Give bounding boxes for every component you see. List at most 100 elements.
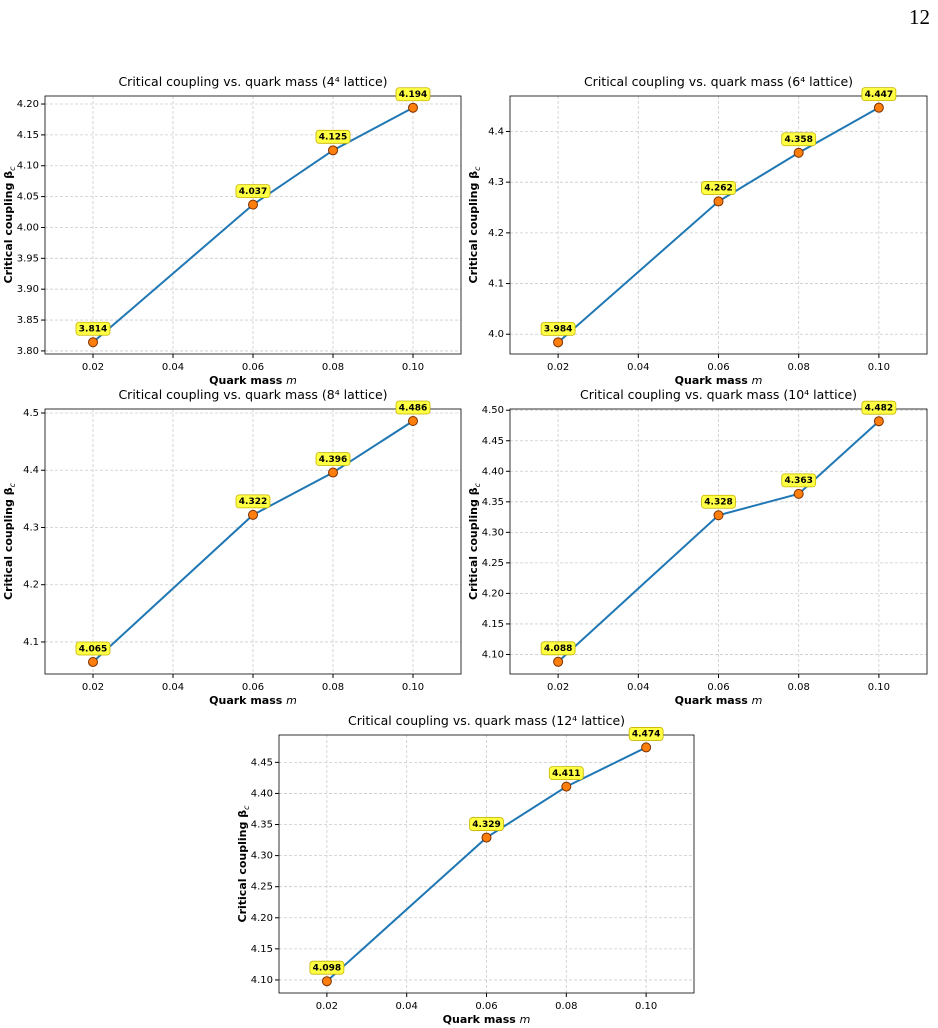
plot-frame [44,408,462,675]
y-axis-label: Critical coupling βc [467,166,482,284]
y-axis-label: Critical coupling βc [2,482,17,600]
x-tick-label: 0.04 [162,362,184,373]
data-point [408,416,418,427]
y-tick-label: 4.10 [482,649,504,660]
y-tick-label: 4.40 [251,788,273,799]
label-box [628,727,664,741]
value-label: 4.482 [865,404,893,414]
data-point [553,337,564,348]
chart-title: Critical coupling vs. quark mass (8⁴ lat… [118,387,387,402]
y-tick-label: 4.1 [23,637,39,648]
y-tick-label: 4.2 [488,228,504,239]
value-label: 4.447 [865,90,893,100]
label-box [540,641,576,656]
series-line [557,106,880,344]
value-label: 4.328 [704,498,732,508]
y-tick-label: 4.2 [23,580,39,591]
value-label: 4.329 [472,820,500,830]
value-label: 4.098 [313,963,341,973]
value-label: 3.814 [79,325,107,335]
label-box [861,87,897,102]
x-axis-label: Quark mass m [443,1013,531,1026]
y-tick-label: 4.10 [251,975,273,986]
label-box [395,400,431,415]
y-tick-label: 4.3 [488,177,504,188]
y-tick-label: 4.30 [251,851,273,862]
chart: Critical coupling vs. quark mass (6⁴ lat… [467,74,928,387]
label-box [548,766,584,780]
y-tick-label: 4.50 [482,405,504,416]
y-axis-label-sub: c [8,166,17,171]
x-axis-label: Quark mass m [675,694,763,707]
y-axis-label-sub: c [473,166,482,171]
x-axis-label-text: Quark mass [675,374,752,387]
label-box [235,184,271,199]
x-axis-label: Quark mass m [675,374,763,387]
page-number: 12 [909,5,930,29]
value-label: 4.125 [319,133,347,143]
label-box [781,473,817,488]
x-tick-label: 0.10 [868,682,890,693]
label-box [861,400,897,415]
y-tick-label: 4.5 [23,408,39,419]
y-axis-label-sub: c [242,805,251,810]
y-axis-label-sub: c [8,482,17,487]
x-tick-label: 0.04 [396,1001,418,1012]
label-box [309,960,345,975]
data-point [713,196,724,207]
x-tick-label: 0.04 [627,362,649,373]
chart: Critical coupling vs. quark mass (10⁴ la… [467,387,928,707]
x-tick-label: 0.06 [707,362,729,373]
x-axis-label-symbol: m [520,1013,531,1026]
y-tick-label: 3.95 [17,253,39,264]
label-box [701,181,736,195]
value-label: 4.486 [399,403,427,413]
x-axis-label-text: Quark mass [209,374,286,387]
series-line [92,420,414,663]
label-box [540,321,576,336]
chart-title: Critical coupling vs. quark mass (12⁴ la… [348,713,625,728]
x-tick-label: 0.08 [322,682,344,693]
x-tick-label: 0.04 [162,682,184,693]
value-label: 3.984 [544,325,572,335]
x-axis-label-symbol: m [286,374,297,387]
x-axis-label-text: Quark mass [443,1013,520,1026]
plot-frame [278,734,695,994]
x-tick-label: 0.04 [627,682,649,693]
data-point [408,102,418,113]
y-tick-label: 4.45 [251,757,273,768]
value-label: 4.396 [319,455,347,465]
y-tick-label: 4.40 [482,466,504,477]
y-tick-label: 4.4 [488,126,504,137]
x-tick-label: 0.10 [635,1001,657,1012]
value-label: 4.474 [632,730,660,740]
y-axis-label-text: Critical coupling β [467,171,480,284]
y-tick-label: 4.45 [482,436,504,447]
x-axis-label: Quark mass m [209,694,297,707]
y-tick-label: 4.20 [482,588,504,599]
value-label: 4.411 [552,769,580,779]
y-axis-label-text: Critical coupling β [236,810,249,923]
y-tick-label: 3.85 [17,315,39,326]
x-axis-label-symbol: m [752,694,763,707]
y-axis-label-sub: c [473,482,482,487]
y-tick-label: 4.15 [251,944,273,955]
x-tick-label: 0.10 [402,362,424,373]
data-point [873,416,884,427]
x-tick-label: 0.06 [707,682,729,693]
plot-frame [44,95,462,355]
y-tick-label: 4.1 [488,279,504,290]
y-tick-label: 4.4 [23,465,39,476]
label-box [315,129,351,144]
x-tick-label: 0.02 [82,682,104,693]
value-label: 4.037 [239,187,267,197]
series-line [557,420,880,663]
plot-frame [509,408,928,675]
label-box [469,817,504,831]
y-axis-label: Critical coupling βc [236,805,251,923]
value-label: 4.065 [79,644,107,654]
chart: Critical coupling vs. quark mass (4⁴ lat… [2,74,462,387]
data-point [321,976,332,987]
y-axis-label: Critical coupling βc [467,482,482,600]
